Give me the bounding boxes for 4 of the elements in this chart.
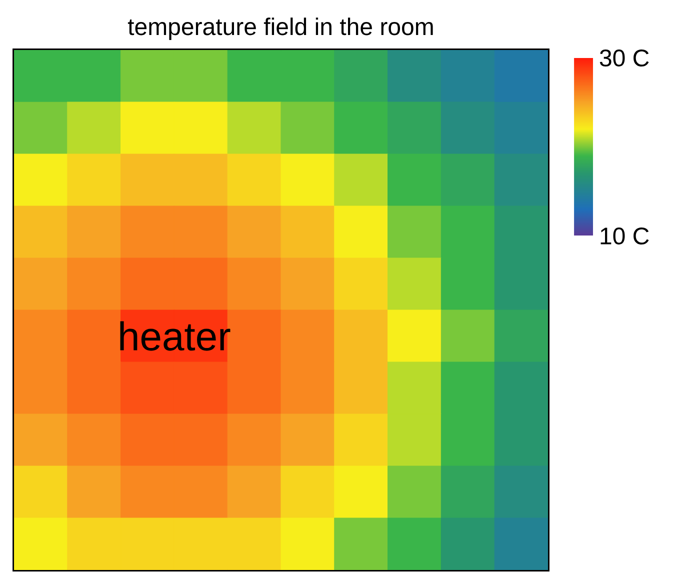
color-bar-label: 30 C	[600, 49, 649, 66]
color-bar-label: 10 C	[600, 227, 649, 244]
annotation: heater	[120, 321, 230, 351]
chart-title: temperature field in the room	[128, 18, 433, 40]
